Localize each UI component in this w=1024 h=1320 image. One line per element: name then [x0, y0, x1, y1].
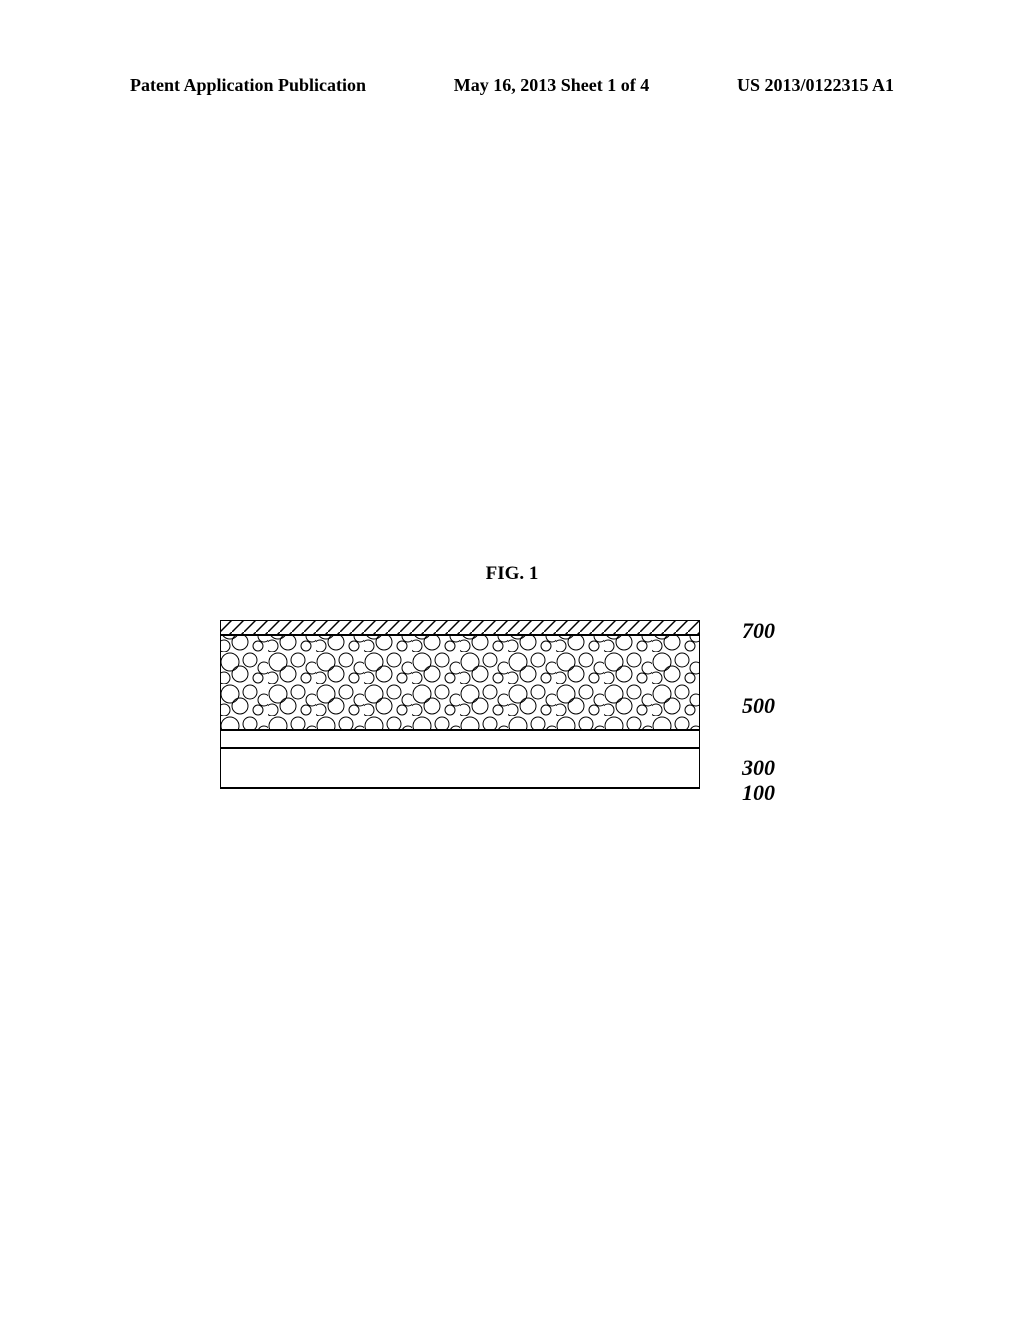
header-publication-number: US 2013/0122315 A1	[737, 75, 894, 96]
layer-300	[220, 730, 700, 748]
layer-700	[220, 620, 700, 635]
layer-100	[220, 748, 700, 788]
page-header: Patent Application Publication May 16, 2…	[0, 75, 1024, 96]
header-date-sheet: May 16, 2013 Sheet 1 of 4	[454, 75, 649, 96]
label-700: 700	[742, 618, 775, 644]
cross-section-svg	[220, 620, 700, 795]
figure-title: FIG. 1	[486, 563, 539, 585]
label-500: 500	[742, 693, 775, 719]
label-100: 100	[742, 780, 775, 806]
layer-500	[220, 635, 700, 730]
label-300: 300	[742, 755, 775, 781]
header-publication-type: Patent Application Publication	[130, 75, 366, 96]
layer-diagram	[220, 620, 700, 795]
